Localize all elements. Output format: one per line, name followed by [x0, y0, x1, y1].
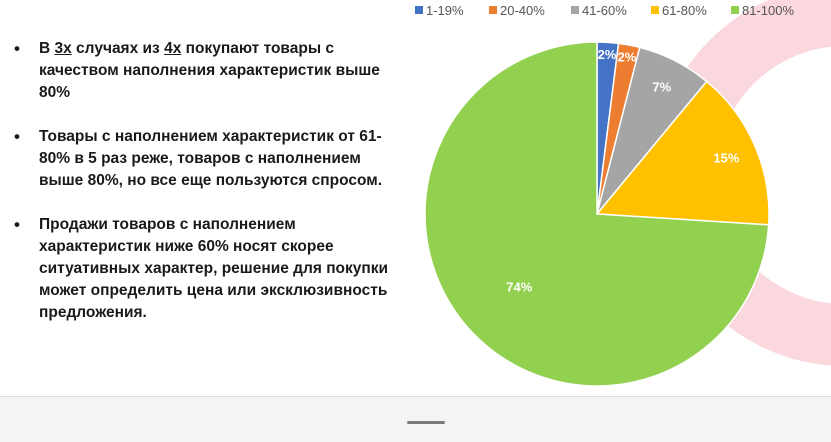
- legend-entry-label: 20-40%: [500, 3, 545, 18]
- bottom-bar: [0, 396, 831, 442]
- underlined-number: 3х: [54, 40, 72, 57]
- bullet-item: Продажи товаров с наполнением характерис…: [14, 214, 409, 324]
- pie-data-label: 15%: [713, 150, 739, 165]
- legend-entry-label: 81-100%: [742, 3, 794, 18]
- pie-slice: [424, 41, 770, 387]
- bullet-item: Товары с наполнением характеристик от 61…: [14, 126, 409, 192]
- pie-data-label: 74%: [506, 280, 532, 295]
- slide: В 3х случаях из 4х покупают товары с кач…: [0, 0, 831, 396]
- pie-data-labels: 2% 2% 7% 15% 74%: [506, 47, 740, 295]
- pie-slices: [424, 41, 770, 387]
- drag-handle[interactable]: [407, 421, 445, 424]
- legend-entry-label: 1-19%: [426, 3, 464, 18]
- pie-data-label: 2%: [618, 49, 637, 64]
- bullet-item: В 3х случаях из 4х покупают товары с кач…: [14, 38, 409, 104]
- underlined-number: 4х: [164, 40, 182, 57]
- chart-legend: 1-19% 20-40% 41-60% 61-80% 81-100%: [415, 3, 794, 18]
- pie-data-label: 7%: [652, 79, 671, 94]
- legend-entry-label: 61-80%: [662, 3, 707, 18]
- legend-swatch: [731, 6, 739, 14]
- legend-swatch: [651, 6, 659, 14]
- legend-swatch: [489, 6, 497, 14]
- pie-data-label: 2%: [598, 47, 617, 62]
- legend-swatch: [415, 6, 423, 14]
- pie-chart: 1-19% 20-40% 41-60% 61-80% 81-100% 2% 2% 7% 15%…: [415, 3, 794, 387]
- legend-entry-label: 41-60%: [582, 3, 627, 18]
- bullet-list: В 3х случаях из 4х покупают товары с кач…: [14, 38, 409, 346]
- legend-swatch: [571, 6, 579, 14]
- pie-slice: [595, 80, 770, 226]
